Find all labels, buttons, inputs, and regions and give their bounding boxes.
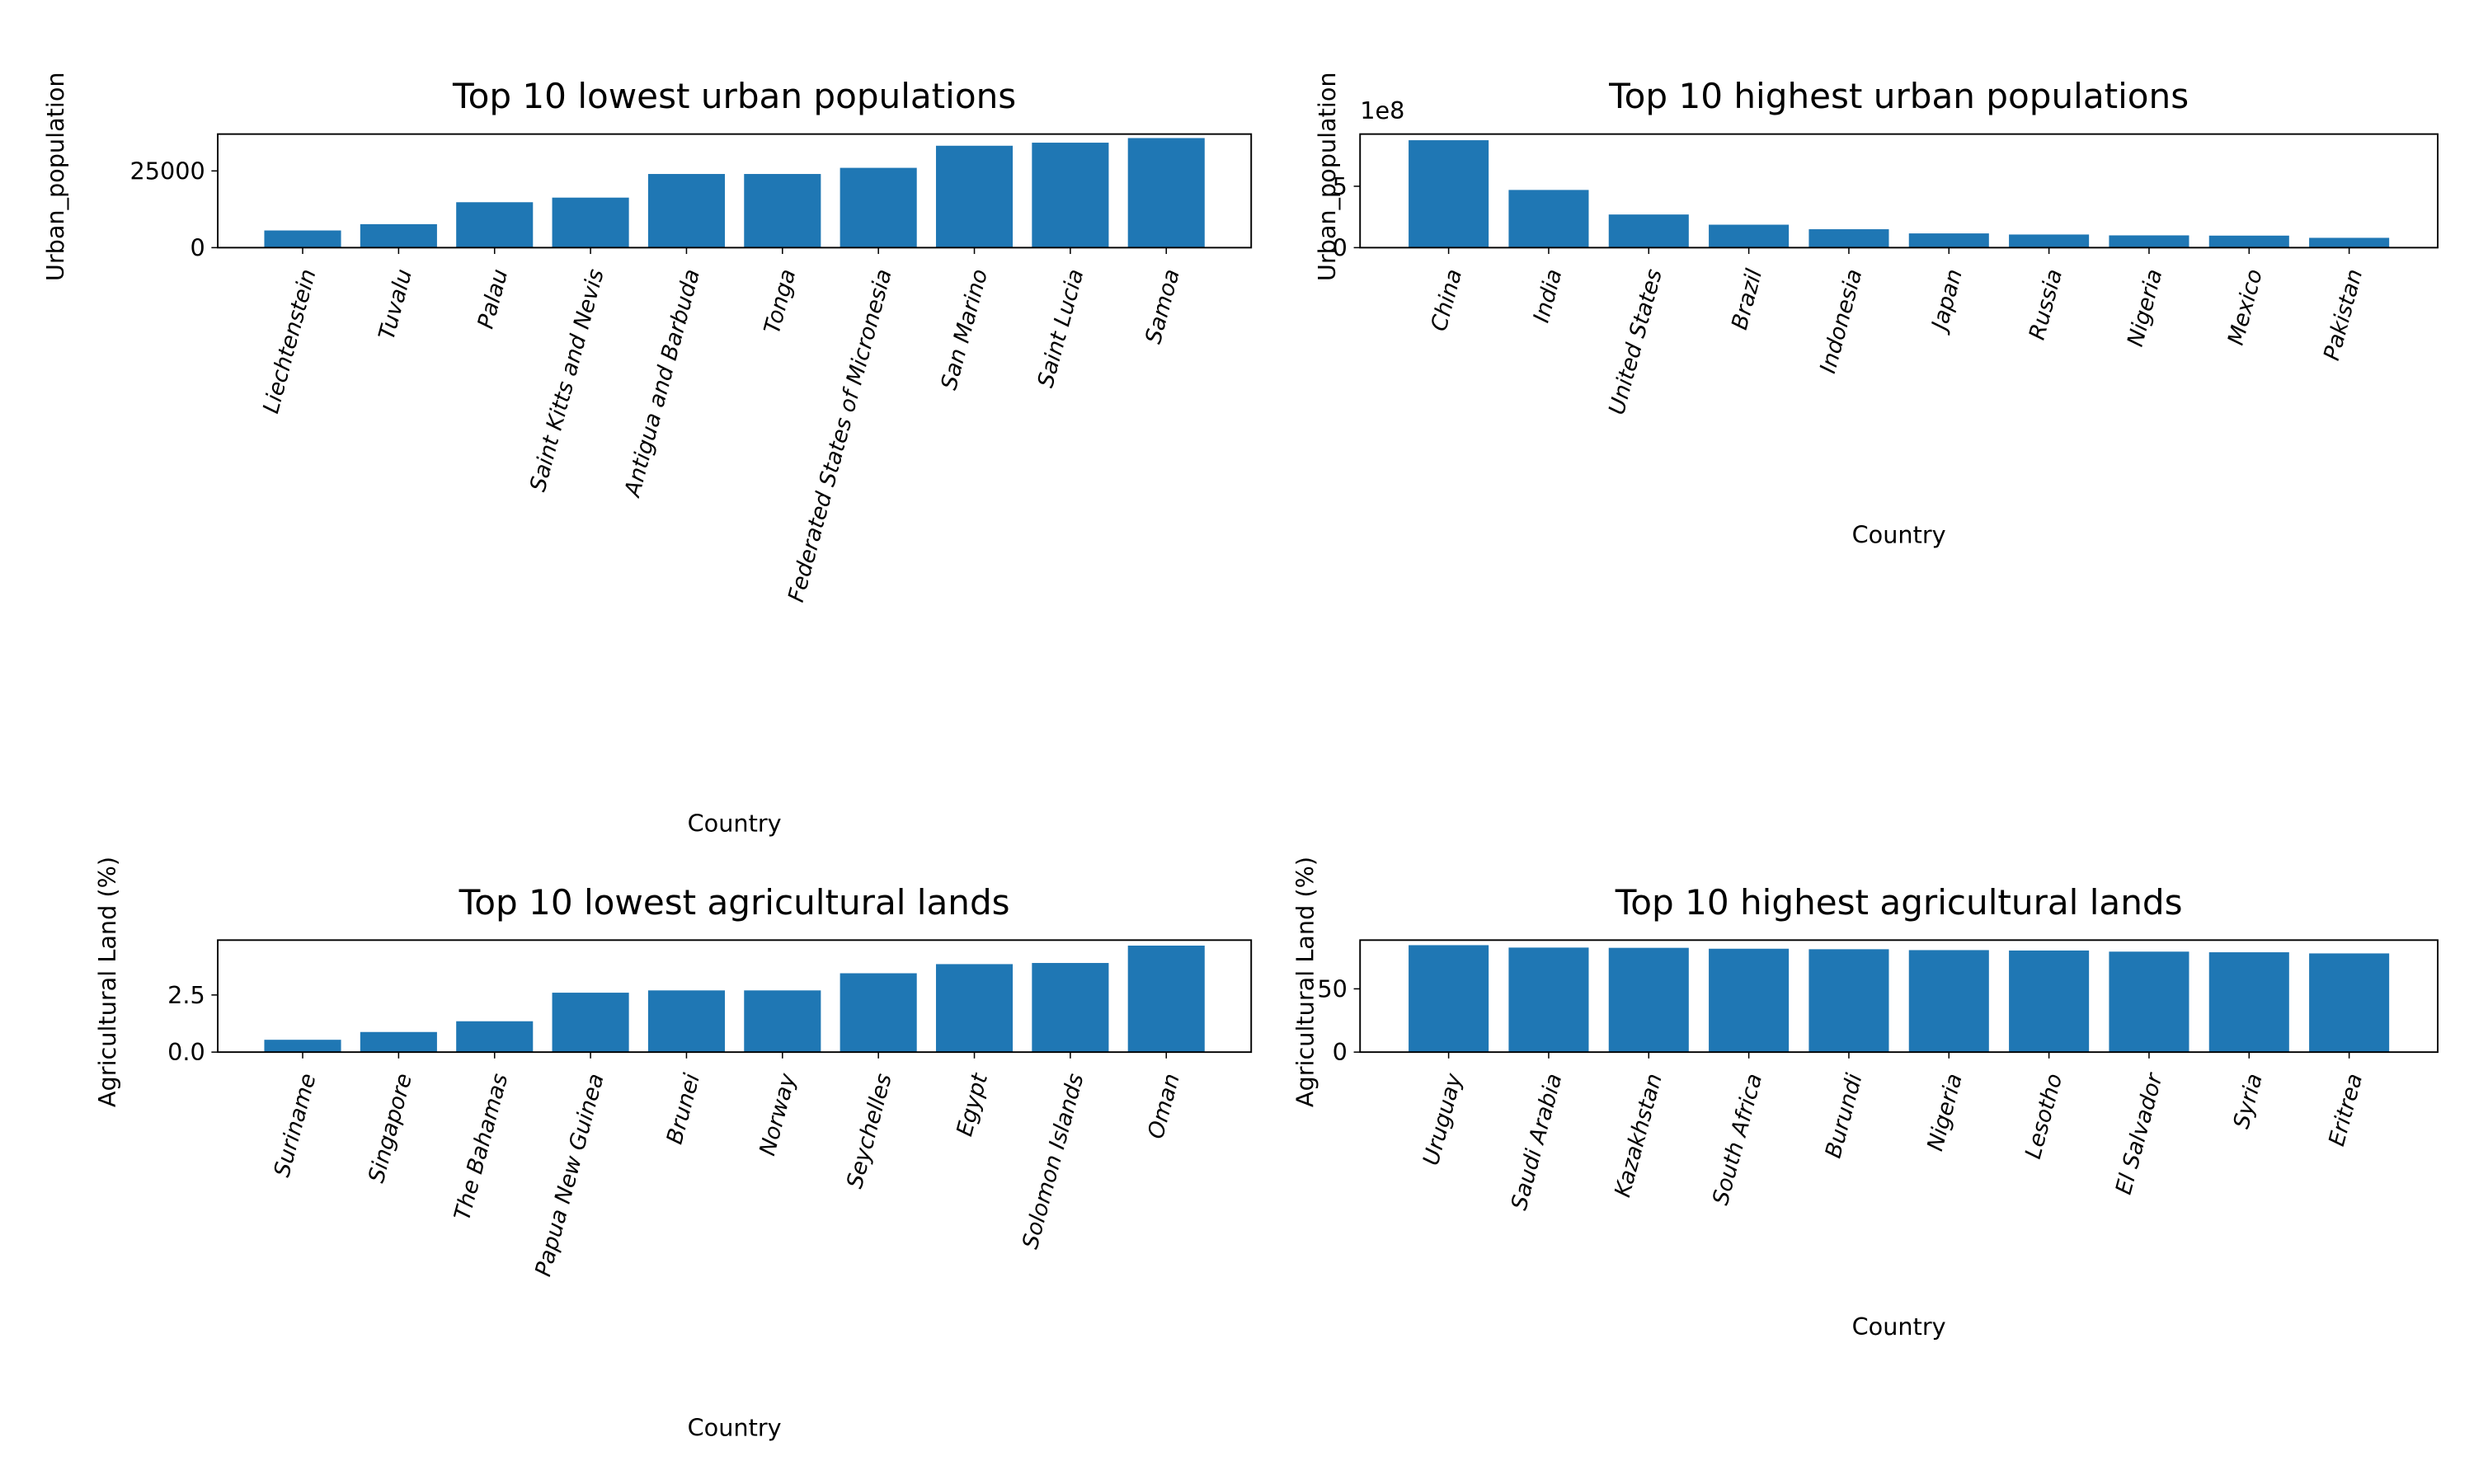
y-tick-label: 0	[1333, 233, 1348, 261]
bar	[1709, 224, 1790, 248]
y-tick-label: 25000	[129, 157, 205, 185]
bar	[2208, 952, 2289, 1053]
bar	[2009, 950, 2090, 1053]
bar	[2208, 235, 2289, 248]
chart-title: Top 10 highest urban populations	[1608, 76, 2189, 116]
y-tick-label: 50	[1317, 974, 1348, 1003]
bar	[1908, 950, 1989, 1053]
x-axis-label: Country	[688, 1414, 782, 1442]
bar	[1508, 947, 1589, 1053]
bar	[1508, 190, 1589, 248]
bar	[1808, 949, 1889, 1053]
bar	[1409, 945, 1489, 1053]
bar	[1409, 140, 1489, 248]
bar	[2309, 237, 2390, 248]
axes-frame	[217, 939, 1253, 1054]
axes-frame	[217, 133, 1253, 249]
bar	[1032, 143, 1109, 248]
x-axis-label: Country	[1852, 1313, 1946, 1341]
bar	[840, 973, 917, 1053]
axes-frame	[1359, 133, 2439, 249]
chart-title: Top 10 highest agricultural lands	[1615, 882, 2183, 923]
chart-title: Top 10 lowest agricultural lands	[459, 882, 1010, 923]
bar	[1608, 947, 1689, 1053]
bar	[1608, 214, 1689, 248]
bar	[1908, 233, 1989, 248]
bar	[935, 964, 1014, 1053]
bar	[647, 990, 725, 1053]
bar	[264, 230, 341, 248]
y-offset-text: 1e8	[1360, 96, 1404, 124]
bar	[2109, 235, 2189, 248]
bar	[2309, 953, 2390, 1053]
bar	[1808, 229, 1889, 248]
y-axis-label: Agricultural Land (%)	[93, 857, 121, 1107]
bar	[456, 202, 534, 248]
y-axis-label: Agricultural Land (%)	[1291, 857, 1319, 1107]
y-tick-label: 0.0	[167, 1038, 205, 1066]
y-axis-label: Urban_population	[1313, 72, 1341, 281]
bar	[840, 167, 917, 248]
bar	[935, 145, 1014, 248]
bar	[2009, 234, 2090, 248]
bar	[1127, 945, 1205, 1053]
bar	[360, 223, 437, 248]
bar	[1127, 138, 1205, 248]
y-axis-label: Urban_population	[41, 72, 69, 281]
y-tick-label: 0	[190, 233, 205, 261]
y-tick-label: 5	[1333, 172, 1348, 200]
bar	[647, 174, 725, 248]
bar	[456, 1021, 534, 1053]
bar	[360, 1031, 437, 1053]
x-axis-label: Country	[688, 810, 782, 838]
chart-title: Top 10 lowest urban populations	[452, 76, 1016, 116]
x-axis-label: Country	[1852, 521, 1946, 549]
y-tick-label: 0	[1333, 1038, 1348, 1066]
bar	[2109, 951, 2189, 1053]
bar	[744, 990, 821, 1053]
bar	[1032, 963, 1109, 1053]
bar	[552, 993, 629, 1053]
bar	[1709, 948, 1790, 1053]
axes-frame	[1359, 939, 2439, 1054]
y-tick-label: 2.5	[167, 981, 205, 1009]
bar	[264, 1040, 341, 1053]
bar	[552, 197, 629, 248]
bar	[744, 174, 821, 248]
